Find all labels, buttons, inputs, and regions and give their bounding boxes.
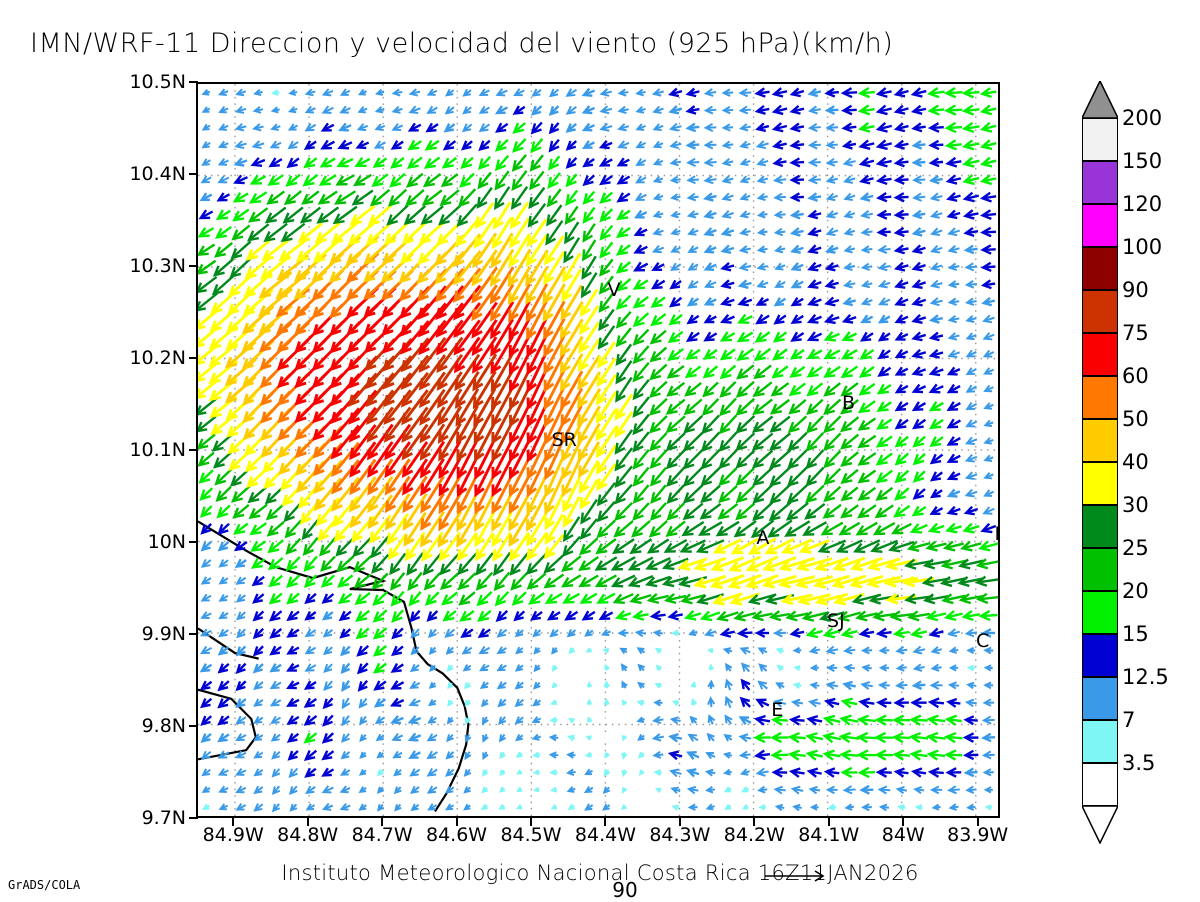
map-station-label: C xyxy=(976,630,989,652)
x-axis-tick xyxy=(381,818,383,826)
x-axis-tick-label: 84.7W xyxy=(352,824,413,846)
colorbar-level-label: 40 xyxy=(1122,450,1149,474)
colorbar-level-label: 90 xyxy=(1122,278,1149,302)
map-station-label: SJ xyxy=(827,610,845,632)
y-axis-tick-label: 10.3N xyxy=(129,255,186,277)
x-axis-tick xyxy=(232,818,234,826)
map-station-label: V xyxy=(607,279,620,301)
colorbar-segment[interactable] xyxy=(1082,720,1118,763)
x-axis-tick-label: 84W xyxy=(882,824,925,846)
y-axis-tick-label: 10.1N xyxy=(129,439,186,461)
map-station-label: A xyxy=(756,527,769,549)
colorbar-level-label: 3.5 xyxy=(1122,751,1155,775)
colorbar-level-label: 20 xyxy=(1122,579,1149,603)
y-axis-tick-label: 9.7N xyxy=(142,807,186,829)
colorbar-under-arrow-outline xyxy=(1082,806,1118,844)
map-station-label: B xyxy=(842,392,855,414)
x-axis-tick xyxy=(307,818,309,826)
colorbar-level-label: 75 xyxy=(1122,321,1149,345)
y-axis-tick-label: 10N xyxy=(148,531,186,553)
colorbar-segment[interactable] xyxy=(1082,118,1118,161)
colorbar-level-label: 150 xyxy=(1122,149,1162,173)
x-axis-tick-label: 84.2W xyxy=(724,824,785,846)
x-axis-tick xyxy=(530,818,532,826)
colorbar-level-label: 100 xyxy=(1122,235,1162,259)
colorbar-level-label: 7 xyxy=(1122,708,1135,732)
colorbar-over-arrow-outline xyxy=(1082,81,1118,119)
y-axis-tick-label: 10.5N xyxy=(129,71,186,93)
y-axis-labels: 10.5N 10.4N 10.3N 10.2N 10.1N 10N 9.9N 9.8N 9.7N xyxy=(0,0,190,900)
x-axis-tick xyxy=(828,818,830,826)
colorbar-level-label: 30 xyxy=(1122,493,1149,517)
x-axis-tick xyxy=(456,818,458,826)
map-station-label: I xyxy=(995,523,1001,545)
colorbar-segment[interactable] xyxy=(1082,204,1118,247)
x-axis-tick-label: 84.3W xyxy=(649,824,710,846)
x-axis-tick-label: 84.1W xyxy=(798,824,859,846)
colorbar-level-label: 120 xyxy=(1122,192,1162,216)
y-axis-tick-label: 9.9N xyxy=(142,623,186,645)
x-axis-tick-label: 84.9W xyxy=(203,824,264,846)
x-axis-tick xyxy=(977,818,979,826)
reference-vector-arrow xyxy=(765,866,835,886)
colorbar-segment[interactable] xyxy=(1082,548,1118,591)
x-axis-tick xyxy=(604,818,606,826)
colorbar-segment[interactable] xyxy=(1082,161,1118,204)
colorbar-segment[interactable] xyxy=(1082,634,1118,677)
colorbar-level-label: 25 xyxy=(1122,536,1149,560)
x-axis-tick-label: 84.8W xyxy=(277,824,338,846)
x-axis-tick xyxy=(753,818,755,826)
x-axis-tick-label: 84.5W xyxy=(500,824,561,846)
colorbar-level-label: 200 xyxy=(1122,106,1162,130)
colorbar-segment[interactable] xyxy=(1082,247,1118,290)
map-station-label: E xyxy=(771,699,783,721)
y-axis-tick-label: 10.4N xyxy=(129,163,186,185)
colorbar-segment[interactable] xyxy=(1082,763,1118,806)
colorbar-segment[interactable] xyxy=(1082,591,1118,634)
colorbar-segment[interactable] xyxy=(1082,419,1118,462)
colorbar-segment[interactable] xyxy=(1082,290,1118,333)
y-axis-tick-label: 10.2N xyxy=(129,347,186,369)
x-axis-tick xyxy=(679,818,681,826)
colorbar-segment[interactable] xyxy=(1082,505,1118,548)
grads-credit: GrADS/COLA xyxy=(8,878,80,892)
x-axis-tick-label: 84.6W xyxy=(426,824,487,846)
map-station-label: SR xyxy=(552,429,577,451)
colorbar-level-label: 15 xyxy=(1122,622,1149,646)
colorbar-segment[interactable] xyxy=(1082,333,1118,376)
colorbar-segment[interactable] xyxy=(1082,462,1118,505)
colorbar-level-label: 50 xyxy=(1122,407,1149,431)
x-axis-tick xyxy=(902,818,904,826)
x-axis-tick-label: 84.4W xyxy=(575,824,636,846)
colorbar-segment[interactable] xyxy=(1082,677,1118,720)
colorbar-segment[interactable] xyxy=(1082,376,1118,419)
plot-area[interactable]: V SR B A SJ C E I xyxy=(196,82,1000,818)
wind-vector-field xyxy=(198,84,998,816)
x-axis-tick-label: 83.9W xyxy=(947,824,1008,846)
colorbar-level-label: 12.5 xyxy=(1122,665,1169,689)
y-axis-tick-label: 9.8N xyxy=(142,715,186,737)
reference-vector-label: 90 xyxy=(0,878,1200,902)
colorbar-level-label: 60 xyxy=(1122,364,1149,388)
